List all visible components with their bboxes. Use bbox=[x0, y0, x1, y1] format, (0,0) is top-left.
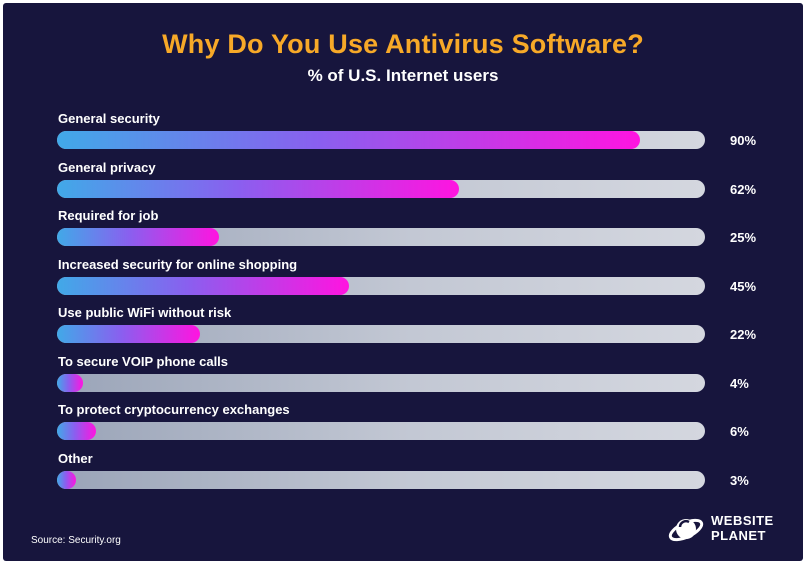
chart-card: Why Do You Use Antivirus Software? % of … bbox=[3, 3, 803, 561]
bar-row: General security 90% bbox=[3, 111, 803, 157]
bar-label: Other bbox=[58, 450, 93, 466]
bar bbox=[57, 422, 96, 440]
bar-row: Use public WiFi without risk 22% bbox=[3, 305, 803, 351]
bar-row: To protect cryptocurrency exchanges 6% bbox=[3, 402, 803, 448]
bar bbox=[57, 131, 641, 149]
bar-value-label: 62% bbox=[730, 181, 757, 197]
bar bbox=[57, 276, 349, 295]
bar-value-label: 4% bbox=[730, 375, 749, 391]
bar-row: Other 3% bbox=[3, 451, 803, 497]
bar-row: Increased security for online shopping 45… bbox=[3, 257, 803, 303]
bar-row: Required for job 25% bbox=[3, 208, 803, 254]
planet-icon bbox=[668, 518, 704, 542]
bar-value-label: 22% bbox=[730, 327, 757, 342]
bar-value-label: 90% bbox=[730, 133, 757, 148]
bar bbox=[57, 228, 219, 246]
bar bbox=[57, 373, 83, 392]
source-note: Source: Security.org bbox=[31, 535, 121, 546]
website-planet-logo: WEBSITE PLANET bbox=[667, 509, 787, 549]
bar-track bbox=[57, 422, 705, 440]
bar bbox=[57, 325, 200, 343]
bar-label: General security bbox=[58, 111, 160, 126]
bar-row: General privacy 62% bbox=[3, 160, 803, 206]
bar-value-label: 6% bbox=[730, 424, 749, 439]
bar-label: Required for job bbox=[58, 208, 159, 223]
bar-value-label: 25% bbox=[730, 230, 757, 245]
bar-row: To secure VOIP phone calls 4% bbox=[3, 354, 803, 400]
brand-line-2: PLANET bbox=[711, 528, 766, 543]
bar-label: Increased security for online shopping bbox=[58, 256, 298, 272]
bar-label: Use public WiFi without risk bbox=[58, 305, 232, 320]
bar-track bbox=[57, 325, 705, 343]
bar-label: To secure VOIP phone calls bbox=[58, 353, 229, 369]
bar-track bbox=[57, 276, 705, 295]
bar-label: General privacy bbox=[58, 159, 156, 175]
bar-track bbox=[57, 373, 705, 392]
bar-value-label: 3% bbox=[730, 472, 749, 488]
bar bbox=[57, 179, 459, 198]
bar bbox=[57, 470, 77, 489]
brand-line-1: WEBSITE bbox=[711, 513, 774, 528]
bar-track bbox=[57, 228, 705, 246]
bar-rows: General security 90% General privacy 62% Req… bbox=[3, 3, 803, 561]
bar-track bbox=[57, 131, 705, 149]
bar-track bbox=[57, 470, 705, 489]
bar-label: To protect cryptocurrency exchanges bbox=[58, 402, 290, 417]
bar-value-label: 45% bbox=[730, 278, 757, 294]
chart-title: Why Do You Use Antivirus Software? bbox=[162, 29, 644, 59]
chart-subtitle: % of U.S. Internet users bbox=[307, 66, 499, 85]
bar-track bbox=[57, 179, 705, 198]
